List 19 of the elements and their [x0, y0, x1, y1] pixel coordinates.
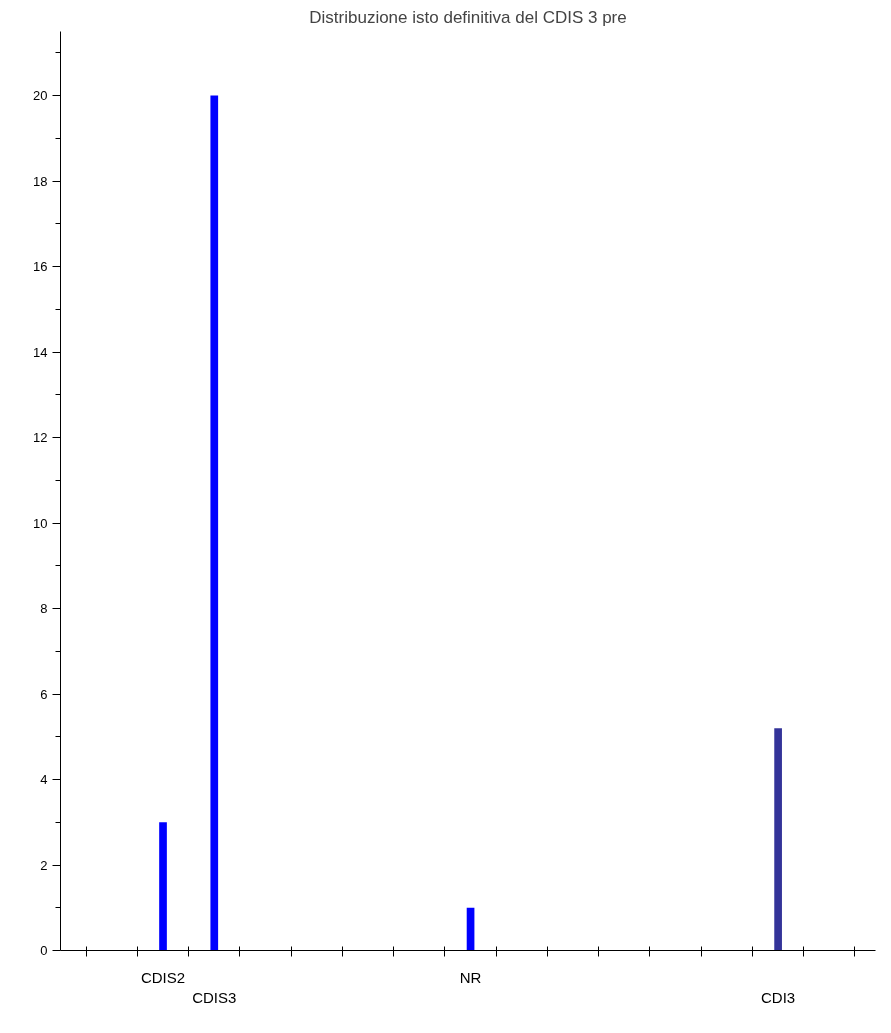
y-tick-label: 8 [40, 601, 48, 617]
x-tick-label: CDI3 [761, 988, 796, 1006]
y-tick-label: 12 [33, 430, 48, 446]
chart-title: Distribuzione isto definitiva del CDIS 3 pre [309, 7, 627, 27]
y-tick-label: 16 [33, 259, 48, 275]
y-tick-label: 14 [33, 344, 48, 360]
bar [774, 728, 782, 951]
x-tick-label: NR [459, 968, 482, 986]
y-tick-label: 10 [33, 515, 48, 531]
y-tick-label: 0 [40, 943, 48, 958]
bar [159, 822, 167, 951]
x-tick-label: CDIS3 [192, 988, 237, 1006]
x-tick-label: CDIS2 [140, 968, 186, 986]
y-tick-label: 6 [40, 686, 48, 702]
bar [210, 95, 219, 951]
y-tick-label: 18 [33, 173, 48, 189]
y-tick-label: 4 [40, 772, 48, 788]
y-tick-label: 2 [40, 857, 48, 873]
y-tick-label: 20 [33, 88, 48, 104]
